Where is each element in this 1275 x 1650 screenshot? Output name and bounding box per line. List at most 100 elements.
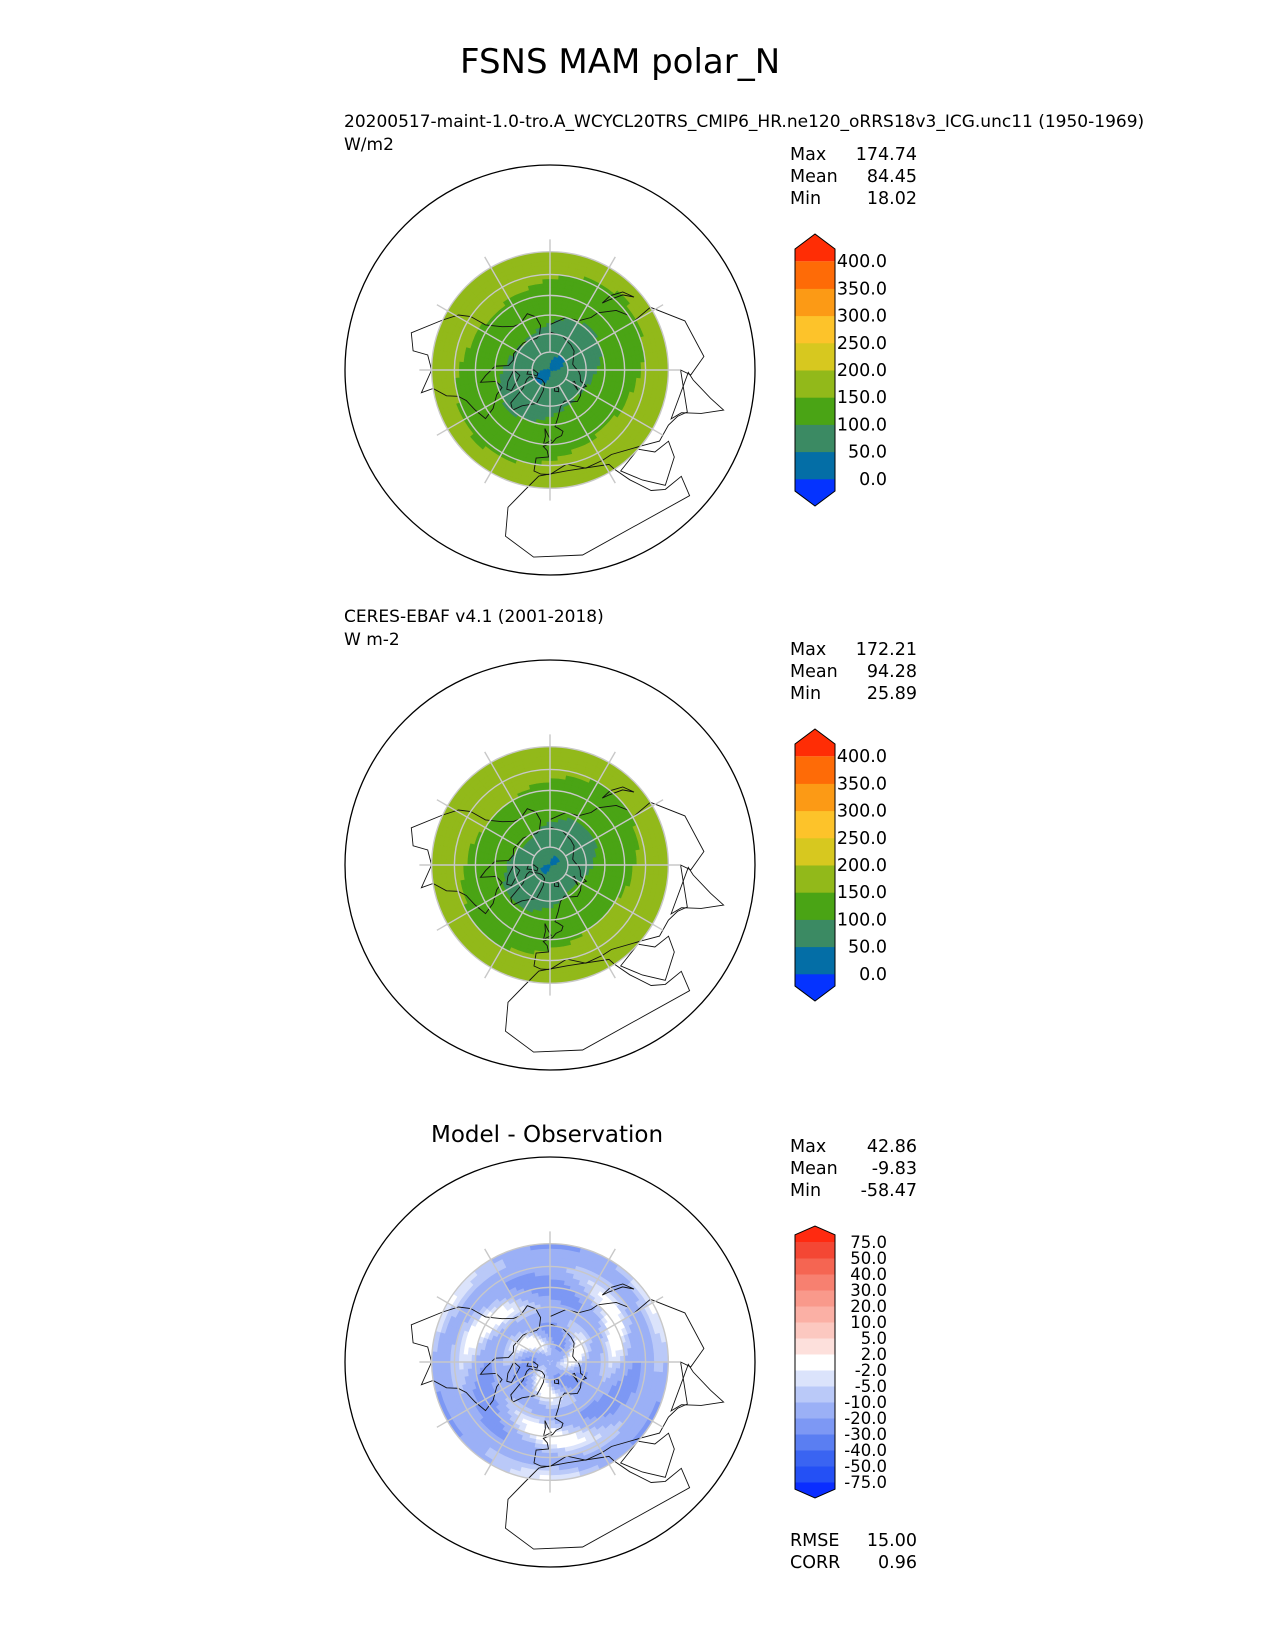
map1-field — [410, 734, 725, 1053]
colorbar0-tick-label: 200.0 — [837, 361, 887, 381]
map0-cell — [436, 369, 442, 381]
map0-cell — [483, 369, 488, 377]
panel2-title: CERES-EBAF v4.1 (2001-2018) — [344, 607, 604, 627]
map1-cell — [632, 864, 638, 873]
panel1-title: 20200517-maint-1.0-tro.A_WCYCL20TRS_CMIP… — [344, 112, 1145, 132]
map0-cell — [548, 380, 551, 385]
map1-cell — [440, 855, 447, 866]
map0-cell — [549, 432, 557, 437]
map0-cell — [542, 282, 551, 288]
colorbar0-segment — [795, 261, 835, 289]
map0-cell — [653, 360, 660, 371]
map0-cell — [549, 478, 561, 484]
map1-cell — [541, 773, 551, 779]
map0-cell — [539, 478, 551, 484]
map0-cell — [632, 362, 638, 371]
map0-cell — [542, 448, 551, 454]
map1-cell — [549, 801, 556, 807]
map1-cell — [548, 871, 551, 876]
map1-cell — [616, 864, 621, 872]
main-title: FSNS MAM polar_N — [460, 42, 781, 82]
map1-cell — [440, 864, 447, 875]
map1-cell — [445, 864, 451, 875]
map0-cell — [458, 369, 464, 379]
map1-cell — [539, 751, 551, 757]
map0-cell — [612, 363, 617, 371]
map1-cell — [479, 864, 484, 872]
colorbar0-segment — [795, 451, 835, 480]
map1-cell — [462, 857, 468, 866]
map1-cell — [458, 856, 464, 866]
panel3-map — [344, 1156, 756, 1568]
map0-cell — [549, 452, 558, 458]
map1-cell — [612, 858, 617, 866]
colorbar1-tick-label: 50.0 — [848, 938, 887, 958]
map1-cell — [549, 923, 556, 929]
map0-cell — [445, 360, 451, 371]
colorbar1-tick-label: 400.0 — [837, 747, 887, 767]
map0-cell — [541, 278, 551, 284]
panel2-map — [344, 659, 756, 1071]
map0-cell — [479, 369, 484, 377]
map0-cell — [549, 256, 561, 262]
map0-cell — [445, 369, 451, 380]
map0-cell — [548, 376, 551, 381]
map1-cell — [649, 864, 655, 875]
map1-cell — [540, 755, 551, 762]
map0-cell — [486, 364, 492, 371]
map1-cell — [549, 777, 558, 783]
map1-cell — [549, 868, 551, 873]
map1-cell — [542, 947, 551, 953]
map1-cell — [608, 859, 614, 866]
panel3-stats: Max 42.86 Mean -9.83 Min -58.47 — [790, 1136, 917, 1202]
map0-cell — [462, 369, 468, 378]
colorbar1-segment — [795, 783, 835, 812]
map1-cell — [543, 794, 551, 799]
map1-cell — [608, 864, 614, 871]
map1-cell — [636, 864, 642, 874]
map0-cell — [458, 361, 464, 371]
map0-cell — [549, 373, 551, 378]
panel3-stat-min: Min -58.47 — [790, 1181, 917, 1201]
map1-cell — [483, 864, 488, 872]
map2-cell — [548, 1372, 551, 1377]
panel1-map — [344, 164, 756, 576]
colorbar0-segment — [795, 397, 835, 425]
map0-cell — [440, 369, 447, 380]
map1-cell — [549, 798, 557, 803]
map1-cell — [549, 943, 558, 949]
panel1-colorbar: 0.050.0100.0150.0200.0250.0300.0350.0400… — [794, 233, 887, 507]
map2-cell — [548, 1368, 551, 1373]
map0-cell — [649, 360, 655, 371]
colorbar1-tick-label: 0.0 — [859, 965, 887, 985]
colorbar0-tick-label: 150.0 — [837, 388, 887, 408]
colorbar1-tick-label: 150.0 — [837, 883, 887, 903]
map0-cell — [440, 360, 447, 371]
map0-cell — [549, 303, 557, 308]
colorbar1-tick-label: 250.0 — [837, 829, 887, 849]
map0-cell — [466, 362, 472, 371]
map0-cell — [653, 369, 660, 380]
map1-cell — [436, 854, 442, 866]
map1-cell — [549, 968, 560, 975]
panel1-stats: Max 174.74 Mean 84.45 Min 18.02 — [790, 144, 917, 210]
map1-cell — [549, 773, 559, 779]
map0-cell — [542, 452, 551, 458]
map0-cell — [542, 286, 551, 292]
map0-field — [410, 239, 725, 558]
map0-cell — [544, 306, 551, 312]
map0-cell — [466, 369, 472, 378]
map1-cell — [549, 751, 561, 757]
map0-cell — [436, 359, 442, 371]
map1-cell — [466, 857, 472, 866]
map0-cell — [636, 369, 642, 379]
map0-cell — [462, 362, 468, 371]
map0-cell — [549, 282, 558, 288]
map0-cell — [608, 364, 614, 371]
map0-cell — [549, 456, 559, 462]
map1-cell — [628, 857, 634, 866]
colorbar0-segment — [795, 424, 835, 453]
map1-cell — [483, 858, 488, 866]
map0-cell — [549, 299, 557, 304]
map1-cell — [549, 947, 558, 953]
